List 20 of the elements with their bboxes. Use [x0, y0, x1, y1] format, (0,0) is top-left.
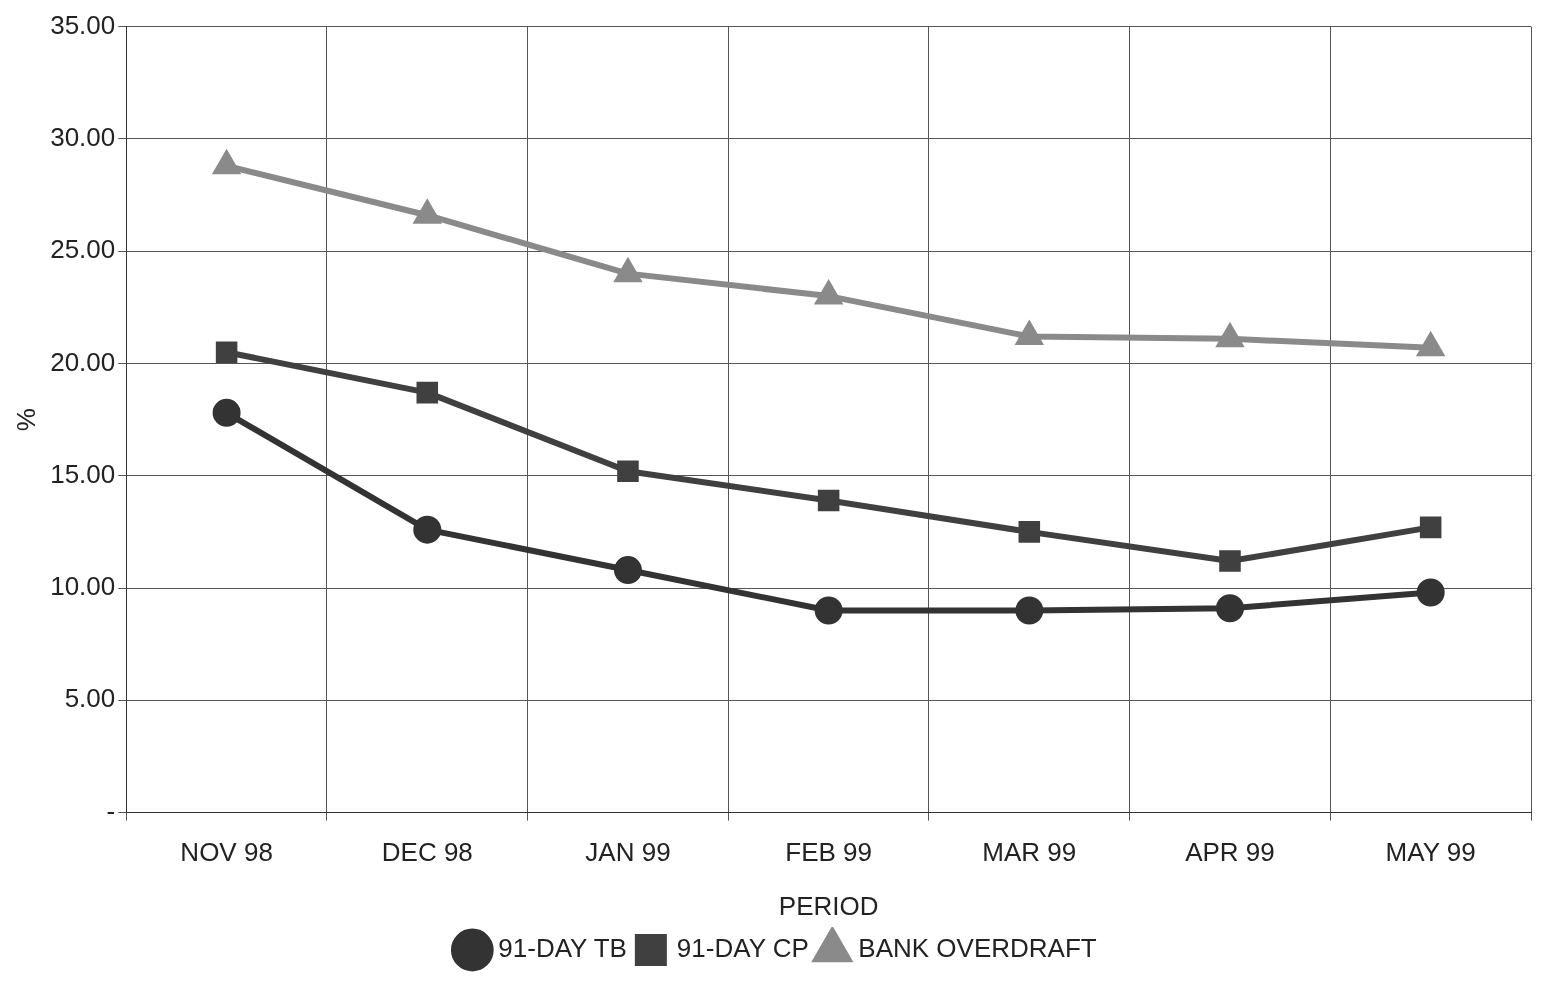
legend-label: 91-DAY TB	[498, 933, 627, 964]
x-tick-label: JAN 99	[585, 837, 671, 868]
legend-label: BANK OVERDRAFT	[858, 933, 1097, 964]
y-tick-label: 5.00	[64, 683, 116, 714]
y-axis-title: %	[10, 408, 41, 432]
legend-label: 91-DAY CP	[676, 933, 809, 964]
x-axis-title: PERIOD	[778, 890, 879, 921]
x-tick-label: DEC 98	[381, 837, 473, 868]
x-tick-label: MAY 99	[1385, 837, 1476, 868]
x-tick-label: FEB 99	[785, 837, 872, 868]
y-tick-label: -	[106, 795, 116, 826]
y-tick-label: 20.00	[50, 346, 116, 377]
y-tick-label: 30.00	[50, 122, 116, 153]
x-tick-label: APR 99	[1185, 837, 1275, 868]
y-tick-label: 15.00	[50, 458, 116, 489]
x-tick-label: MAR 99	[982, 837, 1077, 868]
y-tick-label: 25.00	[50, 234, 116, 265]
x-tick-label: NOV 98	[180, 837, 273, 868]
y-tick-label: 35.00	[50, 9, 116, 40]
y-tick-label: 10.00	[50, 571, 116, 602]
